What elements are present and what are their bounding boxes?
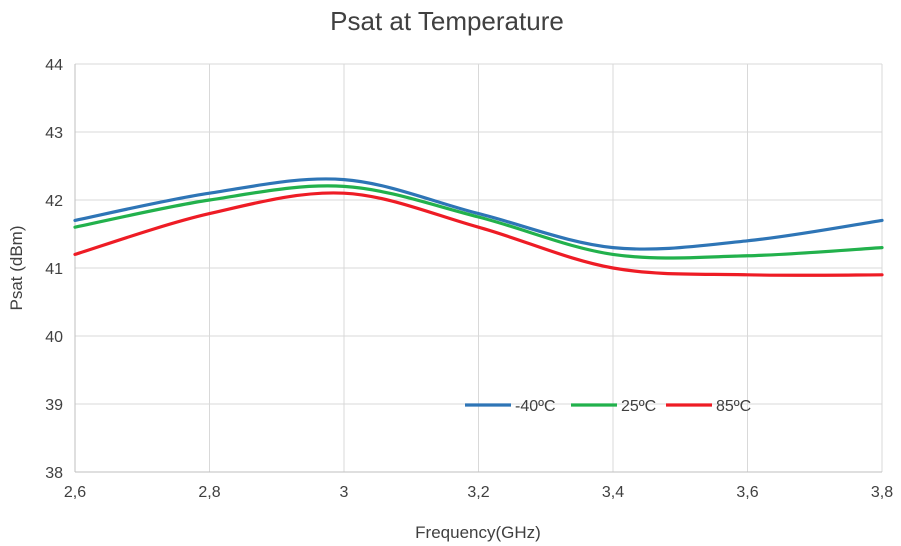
y-tick-label: 44 <box>45 57 63 74</box>
tick-labels: 38 39 40 41 42 43 44 2,6 2,8 3 3,2 3,4 3,6 3,8 <box>45 57 893 501</box>
y-tick-label: 38 <box>45 465 63 482</box>
series-line-1 <box>73 177 884 251</box>
legend: -40ºC 25ºC 85ºC <box>465 398 751 415</box>
x-tick-label: 3,8 <box>871 484 893 501</box>
y-tick-label: 43 <box>45 125 63 142</box>
x-tick-label: 3,2 <box>467 484 489 501</box>
y-tick-label: 40 <box>45 329 63 346</box>
x-tick-label: 2,8 <box>198 484 220 501</box>
chart-title: Psat at Temperature <box>330 6 564 36</box>
series-line-3 <box>73 191 884 277</box>
gridlines <box>74 63 883 473</box>
legend-label-3: 85ºC <box>716 398 751 415</box>
x-tick-label: 3,4 <box>602 484 624 501</box>
y-tick-label: 41 <box>45 261 63 278</box>
axes <box>74 64 882 473</box>
legend-label-1: -40ºC <box>515 398 556 415</box>
x-tick-label: 2,6 <box>64 484 86 501</box>
x-tick-label: 3 <box>340 484 349 501</box>
y-tick-label: 39 <box>45 397 63 414</box>
y-tick-label: 42 <box>45 193 63 210</box>
series-line-2 <box>73 184 884 260</box>
x-axis-title: Frequency(GHz) <box>415 523 541 542</box>
x-tick-label: 3,6 <box>736 484 758 501</box>
y-axis-title: Psat (dBm) <box>7 225 26 310</box>
legend-label-2: 25ºC <box>621 398 656 415</box>
data-series <box>73 177 884 277</box>
